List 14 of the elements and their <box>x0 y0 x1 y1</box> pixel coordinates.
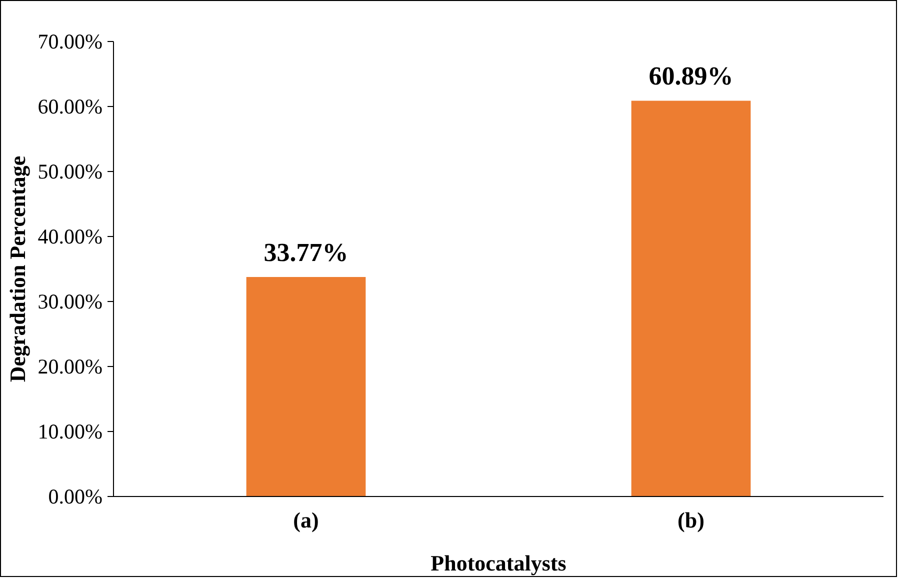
y-tick-label: 70.00% <box>38 30 103 54</box>
y-tick-label: 0.00% <box>48 484 103 508</box>
y-tick-label: 40.00% <box>38 224 103 248</box>
y-tick-label: 50.00% <box>38 160 103 184</box>
data-label: 33.77% <box>264 238 348 267</box>
data-label: 60.89% <box>648 62 734 91</box>
y-tick-label: 60.00% <box>38 94 103 118</box>
x-tick-label: (b) <box>678 508 704 532</box>
y-tick-label: 10.00% <box>38 420 103 444</box>
x-axis-title: Photocatalysts <box>430 550 567 576</box>
y-axis-title: Degradation Percentage <box>4 156 30 382</box>
x-tick-label: (a) <box>293 508 319 532</box>
y-tick-label: 20.00% <box>38 354 103 378</box>
y-tick-label: 30.00% <box>38 290 103 314</box>
